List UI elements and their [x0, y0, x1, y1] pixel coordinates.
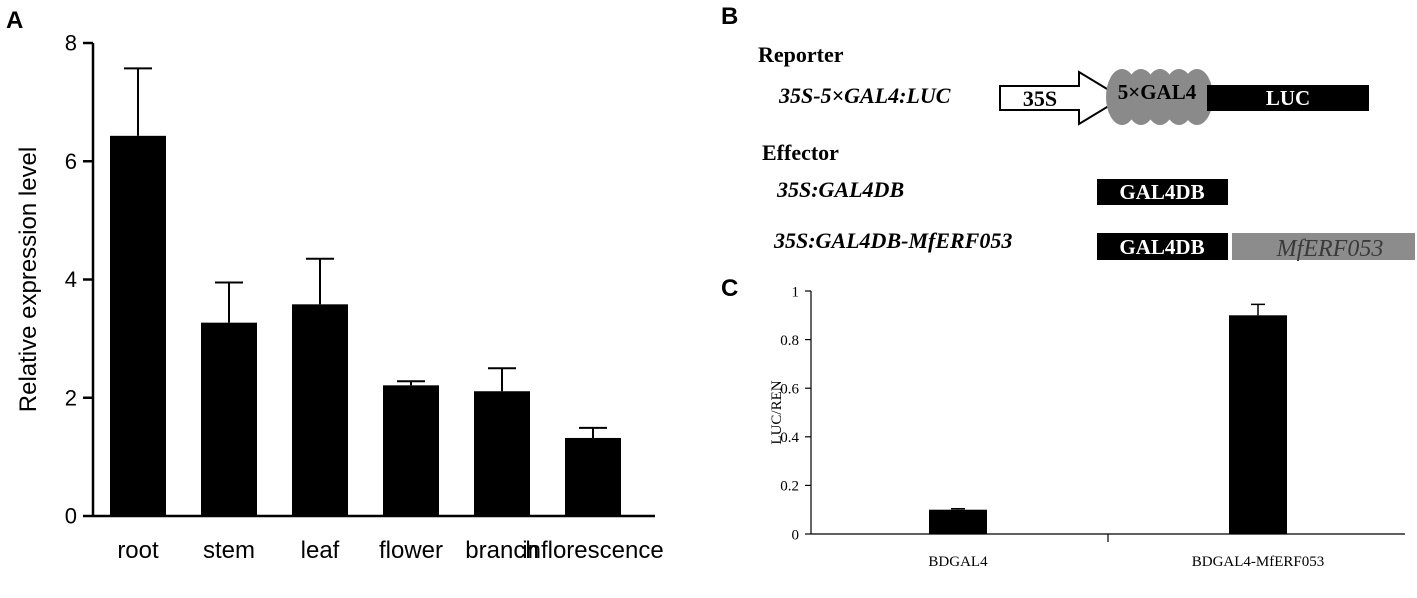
- x-tick-label: BDGAL4: [928, 554, 988, 570]
- x-tick-label: branch: [465, 537, 538, 564]
- reporter-heading: Reporter: [758, 42, 844, 67]
- x-tick-label: leaf: [301, 537, 340, 564]
- bar-bdgal4-mferf053: [1229, 315, 1287, 534]
- effector1-gal4db-label: GAL4DB: [1119, 180, 1204, 204]
- x-tick-label: stem: [203, 537, 255, 564]
- effector1-gal4db-box: [1097, 179, 1228, 205]
- effector-heading: Effector: [762, 140, 839, 165]
- reporter-construct-label: 35S-5×GAL4:LUC: [778, 83, 951, 108]
- luc-label: LUC: [1266, 86, 1310, 110]
- bar-bdgal4: [929, 509, 987, 534]
- y-axis-label: LUC/REN: [769, 380, 785, 444]
- y-tick-label: 0.2: [780, 479, 799, 495]
- effector1-construct-label: 35S:GAL4DB: [776, 177, 904, 202]
- bar-root: [110, 135, 166, 517]
- y-tick-label: 6: [65, 149, 77, 174]
- chart-a: 0 2 4 6 8 root stem leaf flower branchinflorescen…: [15, 31, 664, 564]
- panel-label-b: B: [721, 3, 738, 30]
- bar-branch: [474, 391, 530, 516]
- y-axis-label: Relative expression level: [15, 147, 42, 412]
- panel-label-c: C: [721, 275, 738, 302]
- effector2-construct-label: 35S:GAL4DB-MfERF053: [773, 228, 1012, 253]
- gal4-binding-sites: [1106, 69, 1213, 125]
- x-tick-label: BDGAL4-MfERF053: [1192, 554, 1325, 570]
- effector2-gal4db-label: GAL4DB: [1119, 235, 1204, 259]
- y-tick-label: 4: [65, 267, 77, 292]
- y-tick-label: 8: [65, 31, 77, 56]
- promoter-label: 35S: [1023, 86, 1057, 111]
- bar-inflorescence: [565, 437, 621, 516]
- y-tick-label: 0.4: [780, 430, 799, 446]
- x-tick-label: inflorescence: [522, 537, 663, 564]
- y-tick-label: 0: [792, 527, 800, 543]
- binding-sites-label: 5×GAL4: [1118, 80, 1197, 104]
- effector2-mferf053-box: [1232, 233, 1415, 260]
- y-tick-label: 0.8: [780, 333, 799, 349]
- bar-stem: [201, 322, 257, 516]
- construct-diagram: Reporter 35S-5×GAL4:LUC 35S 5×GAL4 LUC E…: [758, 42, 1415, 262]
- chart-c: 0 0.2 0.4 0.6 0.8 1 BDGAL4 BDGAL4-MfERF053 LUC/R…: [769, 284, 1405, 570]
- effector2-mferf053-label: MfERF053: [1276, 236, 1384, 262]
- promoter-arrow: [999, 70, 1124, 126]
- y-tick-label: 0.6: [780, 381, 799, 397]
- panel-label-a: A: [6, 7, 23, 34]
- bar-flower: [383, 385, 439, 516]
- y-tick-label: 1: [792, 284, 800, 300]
- luc-box: [1207, 85, 1369, 111]
- x-tick-label: flower: [379, 537, 443, 564]
- bar-leaf: [292, 304, 348, 516]
- x-tick-label: root: [117, 537, 159, 564]
- y-tick-label: 0: [65, 504, 77, 529]
- y-tick-label: 2: [65, 385, 77, 410]
- effector2-gal4db-box: [1097, 233, 1228, 260]
- binding-site-5: [1181, 69, 1213, 125]
